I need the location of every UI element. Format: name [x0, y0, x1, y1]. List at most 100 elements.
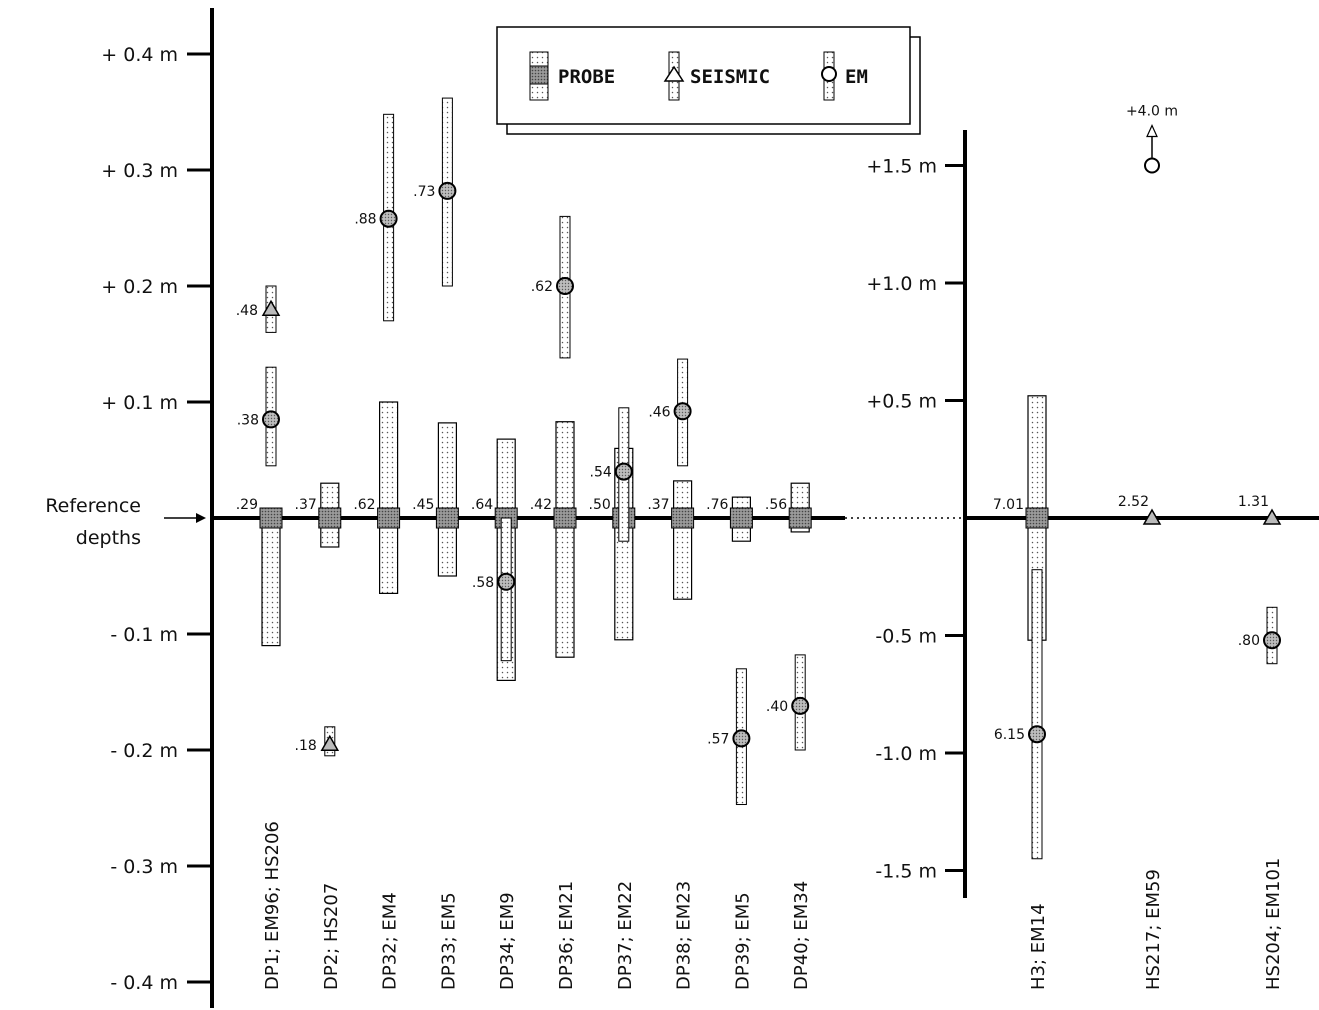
category-label: DP38; EM23 [674, 881, 695, 990]
category-label: DP2; HS207 [321, 883, 342, 990]
y-tick-label: + 0.2 m [101, 276, 178, 298]
y-tick-label: +1.0 m [866, 273, 937, 295]
em-marker [732, 729, 751, 748]
legend-box [496, 26, 911, 125]
em-marker [1028, 725, 1046, 744]
reference-label-line1: Reference [45, 495, 141, 517]
seismic-marker [261, 299, 281, 316]
probe-value-label: .42 [530, 497, 552, 513]
em-value-label: .40 [766, 699, 788, 715]
probe-marker [259, 507, 283, 529]
probe-value-label: .37 [295, 497, 317, 513]
offscale-arrowhead-icon [1146, 124, 1158, 138]
seismic-marker [320, 734, 340, 751]
em-value-label: .46 [648, 404, 670, 420]
probe-range-bar [555, 421, 575, 658]
em-marker [438, 181, 457, 200]
probe-value-label: .64 [471, 497, 493, 513]
y-tick-label: - 0.2 m [110, 740, 178, 762]
probe-range-bar [437, 422, 457, 577]
em-marker [556, 277, 574, 295]
probe-marker [318, 507, 342, 529]
em-value-label: .62 [531, 279, 553, 295]
legend-em-icon [821, 51, 837, 101]
em-marker [262, 410, 280, 429]
chart-marks: .29 .37 .62 .45 .64 .42 .50 .37 .76 .56 .48 .18 .38.… [236, 97, 1282, 860]
probe-range-bar [379, 401, 399, 594]
em-marker [791, 696, 810, 715]
category-label: DP37; EM22 [615, 881, 636, 990]
offscale-annotation: +4.0 m [1126, 104, 1178, 120]
probe-value-label: .76 [706, 497, 728, 513]
em-value-label: .54 [590, 465, 612, 481]
legend-em-label: EM [845, 66, 868, 88]
seismic-value-label: 2.52 [1118, 494, 1149, 510]
category-label: DP32; EM4 [380, 892, 401, 990]
seismic-marker [1262, 508, 1282, 525]
y-tick-label: +0.5 m [866, 391, 937, 413]
probe-marker [1025, 507, 1049, 529]
y-tick-label: - 0.3 m [110, 856, 178, 878]
em-value-label: 6.15 [994, 727, 1025, 743]
offscale-em-marker [1144, 157, 1160, 174]
em-value-label: .57 [707, 731, 729, 747]
legend: PROBE SEISMIC EM [496, 26, 921, 135]
em-range-bar [1031, 569, 1043, 860]
reference-arrow-icon [164, 513, 206, 523]
probe-marker [553, 507, 577, 529]
probe-value-label: .37 [647, 497, 669, 513]
y-tick-label: +1.5 m [866, 156, 937, 178]
category-labels: DP1; EM96; HS206 DP2; HS207 DP32; EM4 DP33;… [262, 821, 1284, 990]
category-label: DP34; EM9 [497, 892, 518, 990]
y-tick-label: + 0.3 m [101, 160, 178, 182]
probe-value-label: 7.01 [993, 497, 1024, 513]
probe-marker [435, 507, 459, 529]
probe-value-label: .62 [353, 497, 375, 513]
y-tick-label: -0.5 m [875, 626, 937, 648]
probe-value-label: .56 [765, 497, 787, 513]
em-marker [614, 462, 633, 481]
probe-value-label: .29 [236, 497, 258, 513]
em-value-label: .73 [413, 184, 435, 200]
legend-probe-icon [529, 51, 549, 101]
left-axis-ticks: + 0.4 m + 0.3 m + 0.2 m + 0.1 m - 0.1 m - 0.2… [101, 44, 212, 994]
y-tick-label: - 0.4 m [110, 972, 178, 994]
y-tick-label: + 0.1 m [101, 392, 178, 414]
legend-seismic-label: SEISMIC [690, 66, 770, 88]
probe-range-bar [261, 517, 281, 647]
right-axis-ticks: +1.5 m +1.0 m +0.5 m -0.5 m -1.0 m -1.5 m [866, 156, 965, 883]
em-marker [379, 209, 398, 228]
probe-marker [671, 507, 695, 529]
category-label: HS204; EM101 [1263, 858, 1284, 990]
probe-value-label: .45 [412, 497, 434, 513]
em-marker [497, 572, 516, 591]
reference-label-line2: depths [76, 527, 141, 549]
category-label: DP40; EM34 [791, 881, 812, 990]
y-tick-label: -1.5 m [875, 861, 937, 883]
probe-marker [788, 507, 812, 529]
seismic-value-label: .18 [295, 738, 317, 754]
y-tick-label: - 0.1 m [110, 624, 178, 646]
legend-probe-label: PROBE [558, 66, 615, 88]
em-value-label: .38 [237, 412, 259, 428]
seismic-value-label: 1.31 [1238, 494, 1269, 510]
category-label: DP33; EM5 [438, 892, 459, 990]
seismic-value-label: .48 [236, 303, 258, 319]
em-value-label: .88 [354, 212, 376, 228]
probe-marker [377, 507, 401, 529]
probe-range-bar [672, 480, 693, 600]
legend-seismic-icon [663, 51, 685, 101]
y-tick-label: + 0.4 m [101, 44, 178, 66]
probe-marker [729, 507, 753, 529]
em-value-label: .80 [1238, 633, 1260, 649]
seismic-marker [1142, 508, 1162, 525]
em-marker [673, 402, 692, 421]
em-marker [1263, 631, 1281, 650]
category-label: DP1; EM96; HS206 [262, 821, 283, 990]
y-tick-label: -1.0 m [875, 743, 937, 765]
category-label: H3; EM14 [1028, 903, 1049, 990]
category-label: DP39; EM5 [732, 892, 753, 990]
category-label: DP36; EM21 [556, 881, 577, 990]
em-value-label: .58 [472, 575, 494, 591]
